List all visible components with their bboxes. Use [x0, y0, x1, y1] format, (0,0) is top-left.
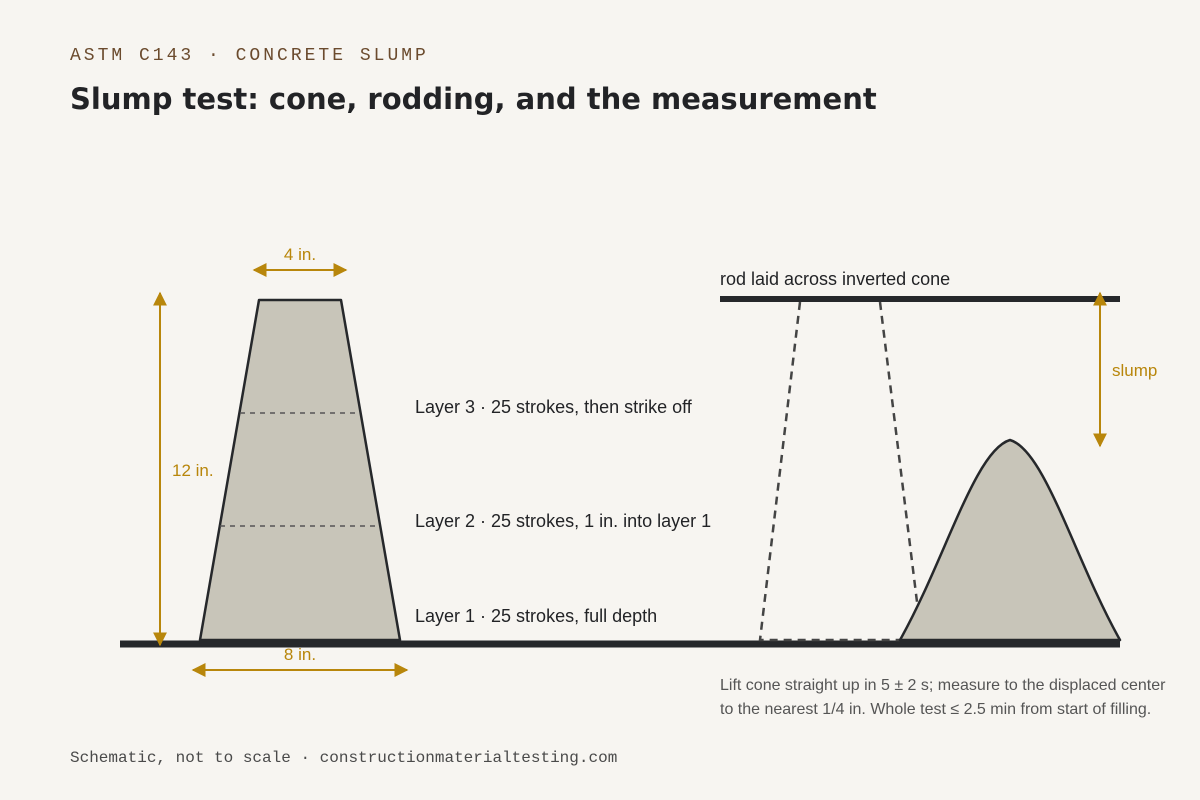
- procedure-note-line-1: Lift cone straight up in 5 ± 2 s; measur…: [720, 677, 1166, 694]
- layer-3-label: Layer 3 · 25 strokes, then strike off: [415, 397, 693, 417]
- slump-cone: [198, 298, 402, 642]
- inverted-cone-outline: [758, 301, 920, 642]
- top-width-label: 4 in.: [284, 245, 316, 264]
- page-title: Slump test: cone, rodding, and the measu…: [70, 82, 877, 116]
- rod-label: rod laid across inverted cone: [720, 269, 950, 289]
- height-label: 12 in.: [172, 461, 214, 480]
- slump-label: slump: [1112, 361, 1157, 380]
- eyebrow-label: ASTM C143 · CONCRETE SLUMP: [70, 46, 429, 66]
- procedure-note-line-2: to the nearest 1/4 in. Whole test ≤ 2.5 …: [720, 701, 1151, 718]
- layer-1-label: Layer 1 · 25 strokes, full depth: [415, 606, 657, 626]
- bottom-width-label: 8 in.: [284, 645, 316, 664]
- slumped-concrete: [898, 438, 1122, 642]
- footer-note: Schematic, not to scale · constructionma…: [70, 749, 618, 767]
- layer-2-label: Layer 2 · 25 strokes, 1 in. into layer 1: [415, 511, 711, 531]
